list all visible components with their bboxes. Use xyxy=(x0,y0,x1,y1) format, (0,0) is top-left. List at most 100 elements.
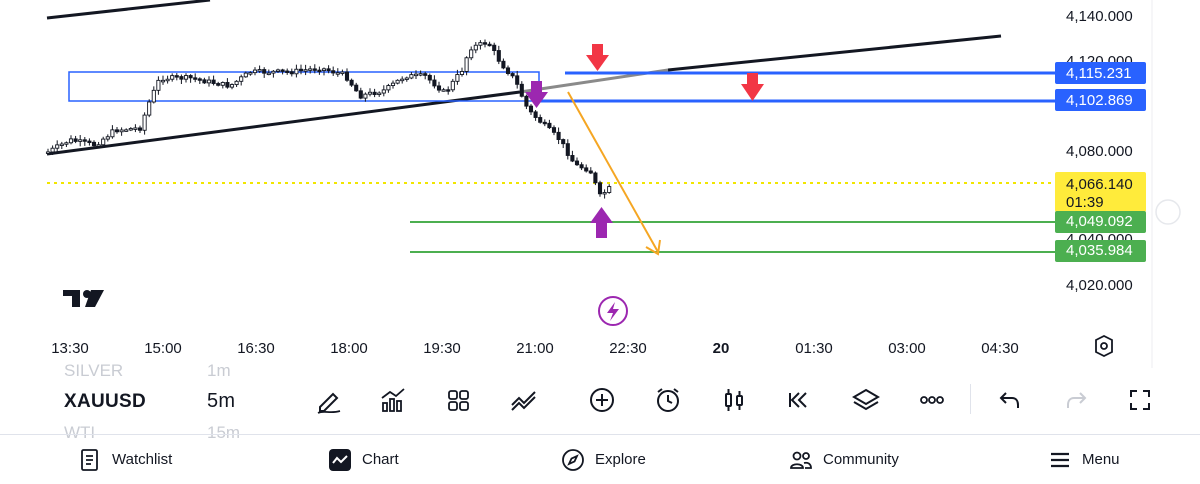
hamburger-menu-icon xyxy=(1051,452,1069,467)
interval-current[interactable]: 5m xyxy=(207,390,236,412)
purple-up-arrow[interactable] xyxy=(590,207,613,238)
resistance-zone-rect[interactable] xyxy=(68,71,540,102)
interval-below[interactable]: 15m xyxy=(207,423,241,442)
settings-hexagon-icon[interactable] xyxy=(1095,334,1113,358)
candle-body xyxy=(326,68,331,72)
candle-body xyxy=(193,77,198,80)
candle-body xyxy=(105,136,110,140)
candle-body xyxy=(266,72,271,76)
symbol-above[interactable]: SILVER xyxy=(64,361,124,380)
projection-arrow-line[interactable] xyxy=(567,91,659,253)
pencil-draw-icon[interactable] xyxy=(311,382,347,418)
price-chart[interactable]: 4,140.000 4,120.000 4,080.000 4,040.000 … xyxy=(0,0,1200,370)
candles-icon[interactable] xyxy=(716,382,752,418)
layout-grid-icon[interactable] xyxy=(440,382,476,418)
candle-body xyxy=(248,72,253,75)
bottom-navigation: Watchlist Chart Explore Community Menu xyxy=(0,434,1200,484)
time-tick: 15:00 xyxy=(144,340,182,357)
time-tick: 19:30 xyxy=(423,340,461,357)
candle-body xyxy=(331,70,336,74)
candle-body xyxy=(381,89,386,94)
candle-body xyxy=(308,68,313,71)
candle-body xyxy=(73,138,78,142)
time-tick-day: 20 xyxy=(713,340,730,357)
symbol-current[interactable]: XAUUSD xyxy=(64,391,147,412)
nav-explore[interactable]: Explore xyxy=(561,435,646,484)
candle-body xyxy=(119,129,124,133)
badge-target-2[interactable]: 4,035.984 xyxy=(1055,240,1146,262)
candle-body xyxy=(206,79,212,84)
more-icon[interactable] xyxy=(914,382,950,418)
lower-trendline-extension[interactable] xyxy=(667,34,1002,72)
candle-body xyxy=(243,72,248,78)
red-down-arrow-2[interactable] xyxy=(741,73,764,101)
candle-body xyxy=(400,78,405,82)
badge-resistance-lower[interactable]: 4,102.869 xyxy=(1055,89,1146,111)
candle-body xyxy=(170,75,175,80)
candle-body xyxy=(280,69,285,72)
red-down-arrow-1[interactable] xyxy=(586,44,609,71)
trend-lines-icon[interactable] xyxy=(506,382,542,418)
price-tick-1: 4,140.000 xyxy=(1066,8,1133,25)
time-tick: 21:00 xyxy=(516,340,554,357)
svg-text:4,102.869: 4,102.869 xyxy=(1066,92,1133,109)
candle-body xyxy=(561,139,566,145)
candle-body xyxy=(496,50,501,62)
candle-body xyxy=(570,155,575,162)
candle-body xyxy=(390,82,396,86)
candle-body xyxy=(137,127,143,131)
badge-current-price[interactable]: 4,066.140 01:39 xyxy=(1055,172,1146,212)
candle-body xyxy=(59,143,64,146)
candle-body xyxy=(547,122,552,129)
candle-body xyxy=(142,114,147,131)
candle-body xyxy=(239,76,244,82)
candle-body xyxy=(298,68,304,72)
candle-body xyxy=(409,74,414,79)
add-circle-icon[interactable] xyxy=(584,382,620,418)
undo-icon[interactable] xyxy=(992,382,1028,418)
lower-trendline[interactable] xyxy=(46,90,521,156)
candle-body xyxy=(289,71,294,75)
candle-body xyxy=(515,75,520,85)
fullscreen-icon[interactable] xyxy=(1122,382,1158,418)
time-axis[interactable]: 13:30 15:00 16:30 18:00 19:30 21:00 22:3… xyxy=(51,340,1019,357)
candle-body xyxy=(82,139,87,142)
candle-body xyxy=(128,128,133,131)
nav-menu[interactable]: Menu xyxy=(1048,435,1120,484)
candle-body xyxy=(588,170,593,174)
lightning-circle-icon[interactable] xyxy=(598,296,628,326)
candle-body xyxy=(579,164,584,169)
time-tick: 01:30 xyxy=(795,340,833,357)
candle-body xyxy=(312,68,317,71)
projection-arrow-head xyxy=(645,239,661,256)
candle-body xyxy=(469,49,474,59)
compass-icon xyxy=(562,448,584,471)
candlestick-series xyxy=(45,39,612,199)
candle-body xyxy=(418,73,423,76)
badge-resistance-upper[interactable]: 4,115.231 xyxy=(1055,62,1146,84)
symbol-below[interactable]: WTI xyxy=(64,423,96,442)
upper-trendline[interactable] xyxy=(46,0,211,20)
nav-community[interactable]: Community xyxy=(789,435,899,484)
purple-down-arrow[interactable] xyxy=(525,81,548,108)
interval-above[interactable]: 1m xyxy=(207,361,231,380)
candle-body xyxy=(423,73,428,76)
bottom-toolbar: SILVER 1m XAUUSD 5m WTI 15m xyxy=(0,361,1200,442)
candle-body xyxy=(64,142,69,145)
candle-body xyxy=(211,79,216,84)
badge-target-1[interactable]: 4,049.092 xyxy=(1055,211,1146,233)
nav-watchlist[interactable]: Watchlist xyxy=(78,435,172,484)
replay-icon[interactable] xyxy=(781,382,817,418)
candle-body xyxy=(367,91,373,95)
candle-body xyxy=(574,160,580,166)
candle-body xyxy=(556,131,561,140)
candle-body xyxy=(133,127,138,130)
candle-body xyxy=(174,75,179,78)
redo-icon[interactable] xyxy=(1058,382,1094,418)
layers-icon[interactable] xyxy=(848,382,884,418)
alert-clock-icon[interactable] xyxy=(650,382,686,418)
candle-body xyxy=(197,78,202,81)
scroll-handle-icon[interactable] xyxy=(1155,199,1181,225)
nav-chart[interactable]: Chart xyxy=(328,435,399,484)
indicators-icon[interactable] xyxy=(375,382,411,418)
